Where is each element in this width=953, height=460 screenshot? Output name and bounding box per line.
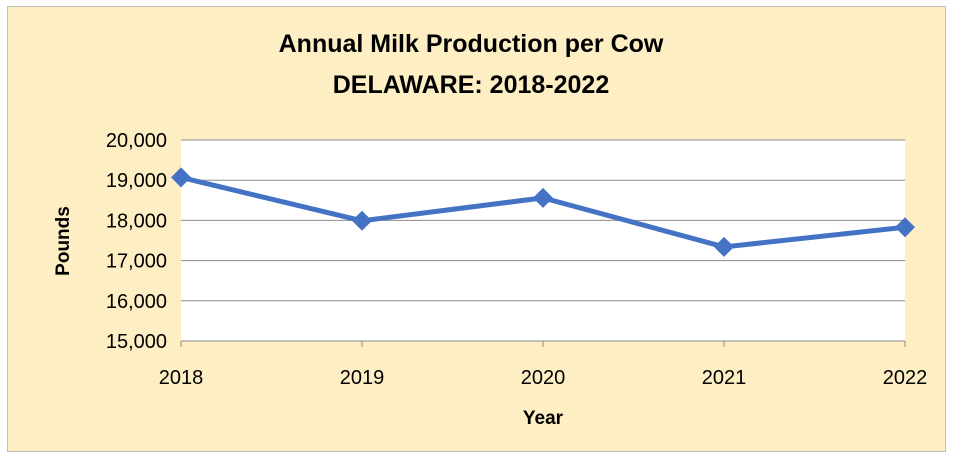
x-tick-label: 2022: [883, 367, 928, 389]
y-tick-label: 15,000: [106, 331, 167, 353]
x-axis-title: Year: [523, 408, 564, 429]
x-tick-label: 2021: [702, 367, 747, 389]
data-point-marker: [171, 167, 191, 188]
series-line-group: [171, 167, 915, 257]
data-point-marker: [352, 210, 372, 231]
y-tick-label: 16,000: [106, 291, 167, 313]
chart-subtitle: DELAWARE: 2018-2022: [333, 71, 610, 99]
x-tick-label: 2018: [159, 367, 204, 389]
x-tick-label: 2019: [340, 367, 385, 389]
chart-title: Annual Milk Production per Cow: [279, 30, 664, 58]
data-point-marker: [533, 187, 553, 208]
y-tick-label: 19,000: [106, 170, 167, 192]
y-axis-title: Pounds: [53, 206, 74, 276]
data-point-marker: [895, 217, 915, 238]
y-axis-ticks: 15,000 16,000 17,000 18,000 19,000 20,000: [106, 130, 167, 353]
x-axis-ticks: 2018 2019 2020 2021 2022: [159, 341, 928, 389]
data-point-marker: [714, 236, 734, 257]
y-tick-label: 20,000: [106, 130, 167, 152]
y-tick-label: 18,000: [106, 210, 167, 232]
gridlines: [181, 139, 905, 342]
y-tick-label: 17,000: [106, 251, 167, 273]
x-tick-label: 2020: [521, 367, 566, 389]
